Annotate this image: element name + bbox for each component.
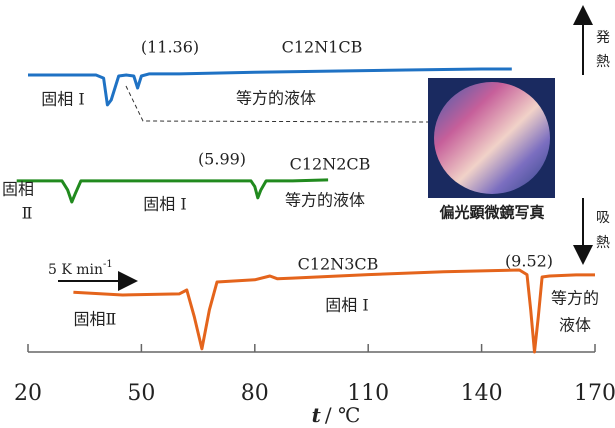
- series-label: C12N2CB: [290, 155, 371, 174]
- rate-label: 5 K min-1: [48, 259, 113, 279]
- exo-label: 発: [596, 30, 610, 46]
- annotation: 等方的液体: [236, 89, 316, 108]
- series-label: C12N1CB: [282, 38, 363, 57]
- annotation: (5.99): [198, 150, 246, 169]
- photo-image: [434, 82, 550, 194]
- x-axis-var: t: [312, 403, 322, 427]
- x-axis-title: t/ ℃: [312, 403, 361, 427]
- series-label: C12N3CB: [298, 255, 379, 274]
- annotation: 等方的液体: [285, 191, 365, 210]
- x-tick-label: 170: [574, 381, 615, 406]
- annotation: (11.36): [141, 38, 199, 57]
- annotation: 固相: [2, 180, 34, 199]
- chart: 偏光顕微鏡写真 5 K min-1 t/ ℃ 20 50 80 110 140 170 C1…: [0, 0, 615, 428]
- x-tick-label: 50: [127, 381, 155, 406]
- endo-label: 吸: [596, 210, 610, 226]
- annotation: 液体: [559, 316, 591, 335]
- annotation: Ⅱ: [22, 204, 33, 223]
- x-tick-label: 140: [461, 381, 503, 406]
- rate-sup: -1: [103, 259, 113, 270]
- annotation: 等方的: [551, 289, 599, 308]
- x-axis-unit: / ℃: [325, 403, 360, 427]
- endo-label: 熱: [596, 235, 610, 251]
- annotation: 固相 I: [143, 195, 186, 214]
- annotation: 固相 I: [325, 296, 368, 315]
- x-tick-label: 110: [347, 381, 389, 406]
- x-tick-label: 80: [241, 381, 269, 406]
- annotation: 固相 I: [41, 90, 84, 109]
- photo-caption: 偏光顕微鏡写真: [439, 204, 544, 222]
- x-tick-label: 20: [14, 381, 42, 406]
- rate-text: 5 K min: [48, 262, 103, 278]
- annotation: 固相Ⅱ: [74, 310, 117, 329]
- exo-label: 熱: [596, 54, 610, 70]
- annotation: (9.52): [505, 252, 553, 271]
